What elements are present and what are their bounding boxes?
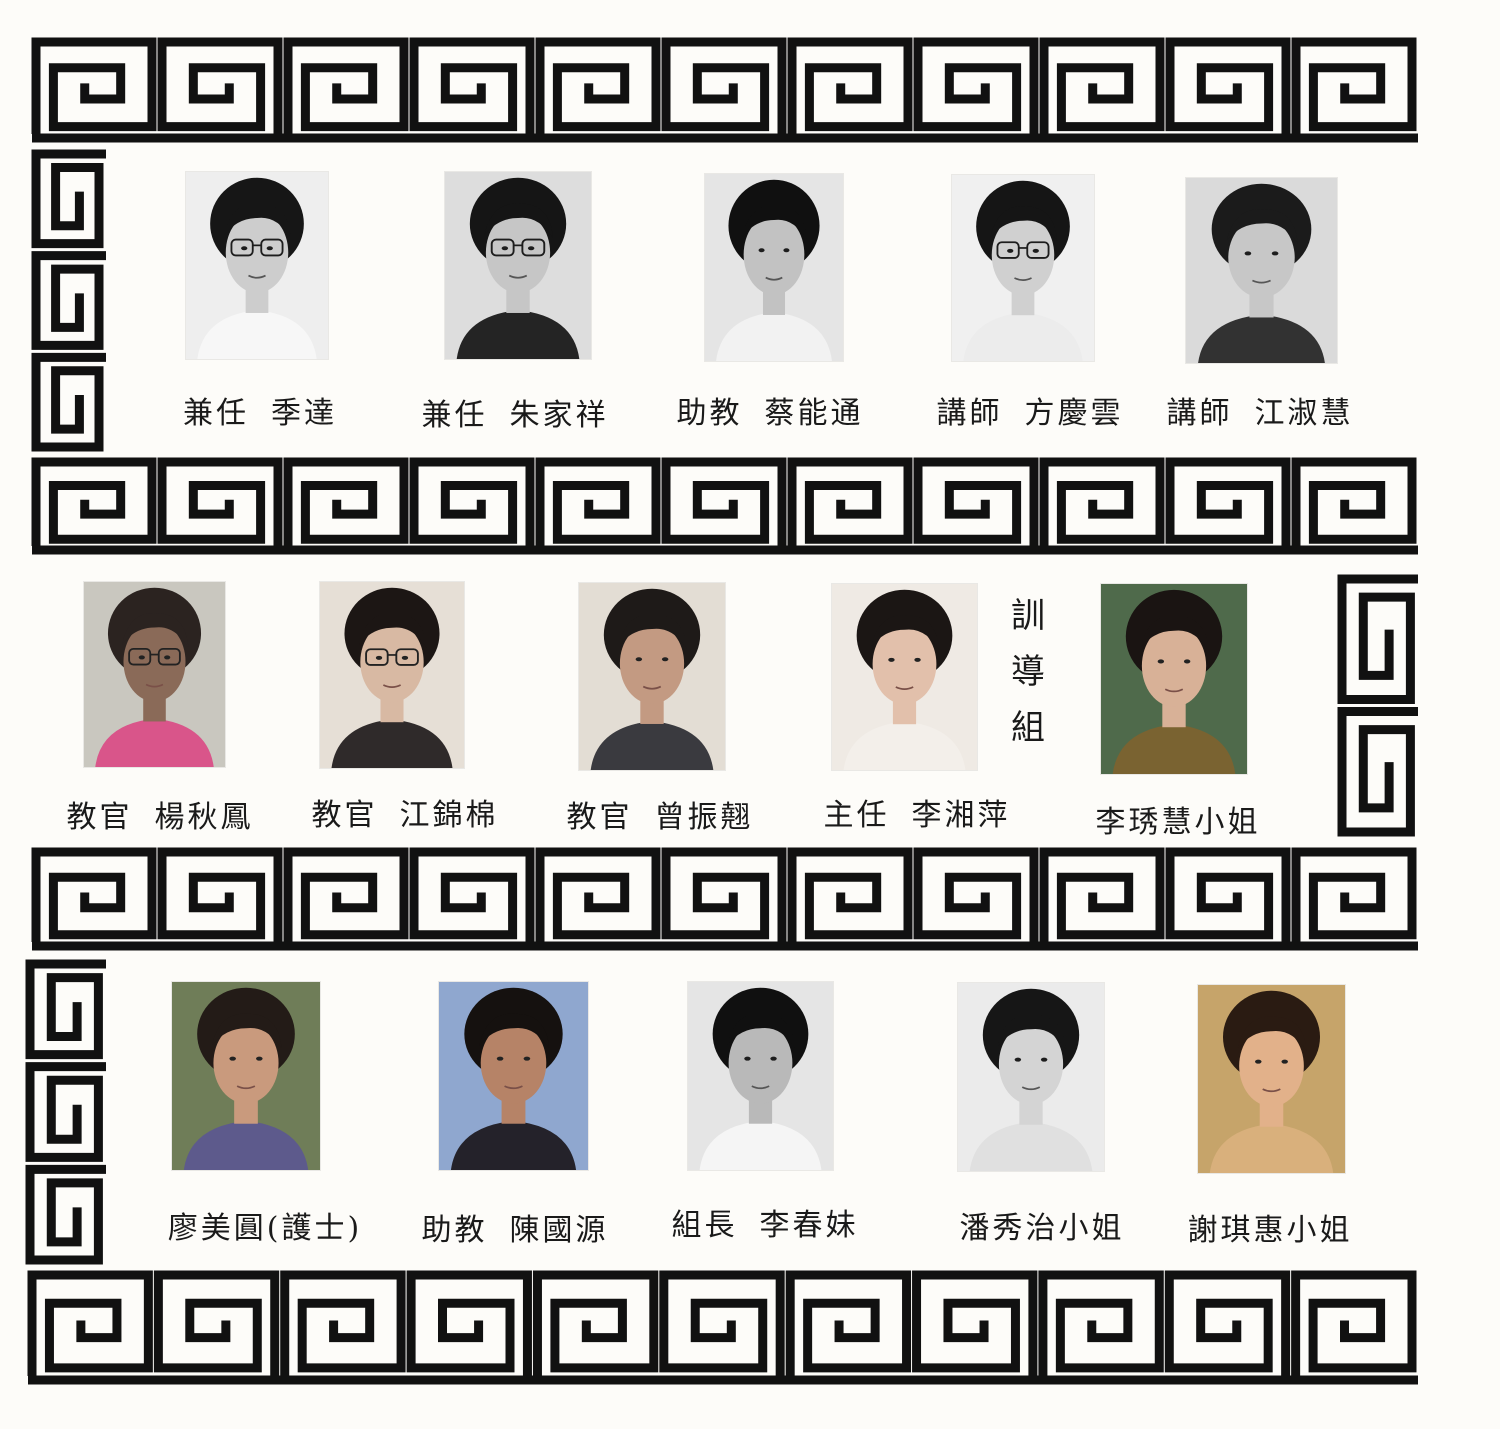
- portrait-image: [958, 983, 1104, 1171]
- portrait-image: [1101, 584, 1247, 774]
- portrait-image: [439, 982, 588, 1170]
- caption-role: 助教: [676, 396, 743, 431]
- caption-name: 陳國源: [509, 1213, 609, 1248]
- portrait-photo: [579, 583, 725, 770]
- caption: 兼任 朱家祥: [395, 390, 635, 434]
- caption-name: 李琇慧小姐: [1095, 805, 1261, 840]
- portrait-photo: [84, 582, 225, 767]
- caption-name: 潘秀治小姐: [959, 1211, 1125, 1246]
- portrait-photo: [320, 582, 464, 768]
- caption-name: 江錦棉: [399, 798, 499, 833]
- caption-name: 曾振翹: [654, 800, 754, 835]
- caption: 廖美圓(護士): [145, 1203, 385, 1247]
- portrait-photo: [445, 172, 591, 359]
- group-title-char: 訓: [1011, 596, 1045, 636]
- portrait-image: [84, 582, 225, 767]
- portrait-photo: [958, 983, 1104, 1171]
- caption-role: 組長: [671, 1208, 738, 1243]
- caption-role: 兼任: [421, 398, 488, 433]
- caption-name: 朱家祥: [509, 398, 609, 433]
- caption: 講師 江淑慧: [1140, 388, 1380, 432]
- caption-role: 兼任: [183, 396, 249, 431]
- caption: 教官 江錦棉: [285, 790, 525, 834]
- portrait-image: [705, 174, 843, 361]
- caption-name: 楊秋鳳: [154, 800, 254, 835]
- portrait-photo: [952, 175, 1094, 361]
- caption: 潘秀治小姐: [922, 1203, 1162, 1247]
- caption-role: 主任: [823, 798, 890, 833]
- portrait-image: [688, 982, 833, 1170]
- portrait-image: [1186, 178, 1337, 363]
- portrait-image: [832, 584, 977, 770]
- caption: 組長 李春妹: [645, 1200, 885, 1244]
- caption-name: 江淑慧: [1254, 396, 1354, 431]
- group-title-char: 組: [1011, 708, 1045, 748]
- caption-name: 李湘萍: [911, 798, 1011, 833]
- portrait-photo: [172, 982, 320, 1170]
- portrait-image: [320, 582, 464, 768]
- portrait-image: [952, 175, 1094, 361]
- caption: 講師 方慶雲: [910, 388, 1150, 432]
- caption-role: 講師: [936, 396, 1003, 431]
- portrait-image: [579, 583, 725, 770]
- caption: 助教 蔡能通: [650, 388, 890, 432]
- portrait-photo: [1101, 584, 1247, 774]
- caption: 教官 曾振翹: [540, 792, 780, 836]
- portrait-photo: [439, 982, 588, 1170]
- portrait-image: [186, 172, 328, 359]
- portrait-image: [1198, 985, 1345, 1173]
- caption-role: 教官: [66, 800, 133, 835]
- caption: 助教 陳國源: [395, 1205, 635, 1249]
- caption: 主任 李湘萍: [797, 790, 1037, 834]
- caption: 謝琪惠小姐: [1150, 1205, 1390, 1249]
- group-title: 訓 導 組: [1008, 588, 1048, 756]
- caption: 教官 楊秋鳳: [40, 792, 280, 836]
- caption: 李琇慧小姐: [1058, 797, 1298, 841]
- portrait-image: [445, 172, 591, 359]
- caption-role: 教官: [311, 798, 378, 833]
- caption-role: 助教: [421, 1213, 488, 1248]
- portrait-image: [172, 982, 320, 1170]
- group-title-char: 導: [1011, 652, 1045, 692]
- caption-name: 李春妹: [759, 1208, 859, 1243]
- caption-name: 方慶雲: [1024, 396, 1124, 431]
- caption-name: 蔡能通: [764, 396, 864, 431]
- portrait-photo: [1186, 178, 1337, 363]
- caption-role: 講師: [1166, 396, 1233, 431]
- caption-name: 廖美圓(護士): [167, 1211, 363, 1246]
- portrait-photo: [186, 172, 328, 359]
- portrait-photo: [1198, 985, 1345, 1173]
- caption-name: 謝琪惠小姐: [1187, 1213, 1353, 1248]
- portrait-photo: [832, 584, 977, 770]
- caption-role: 教官: [566, 800, 633, 835]
- caption-name: 季達: [271, 396, 337, 431]
- portrait-photo: [705, 174, 843, 361]
- caption: 兼任 季達: [140, 388, 380, 432]
- portrait-photo: [688, 982, 833, 1170]
